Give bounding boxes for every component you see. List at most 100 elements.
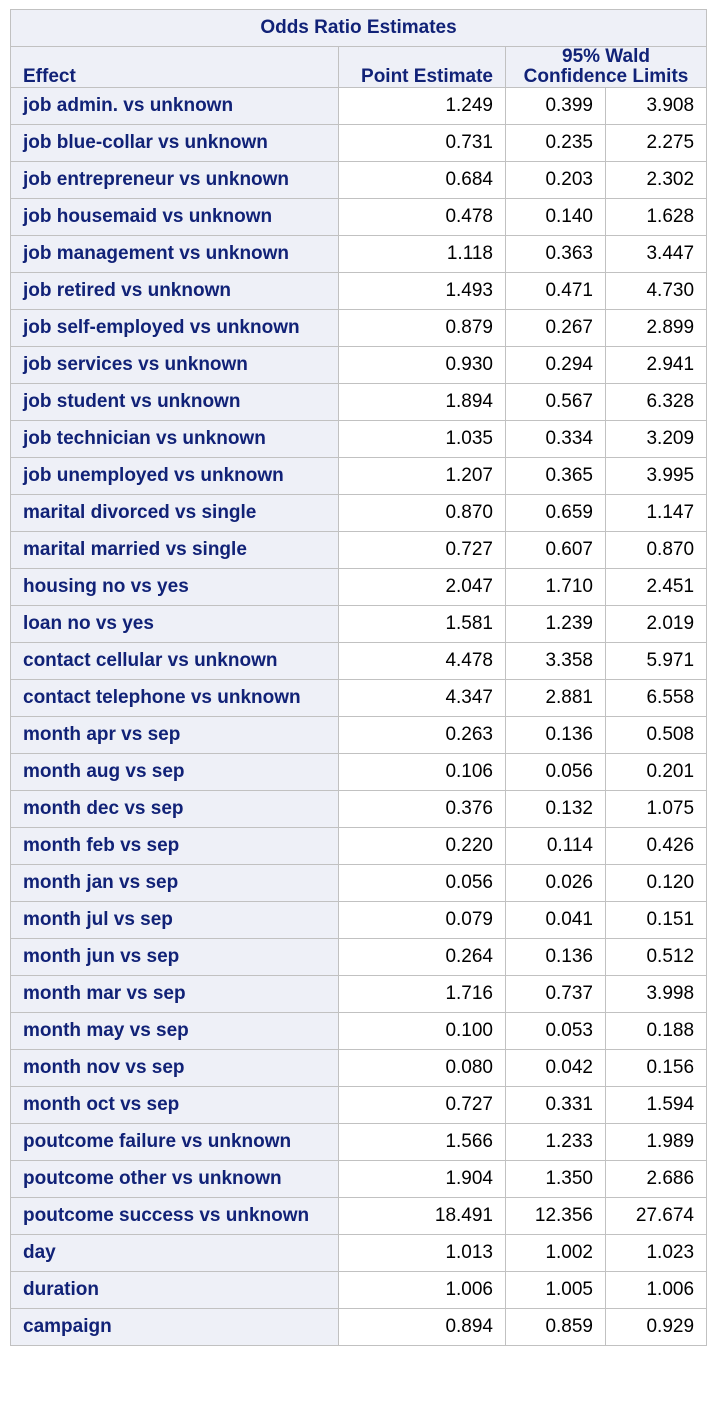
point-estimate-cell: 1.249 [338,87,506,125]
upper-limit-cell: 2.899 [604,309,708,347]
point-estimate-cell: 0.264 [338,938,506,976]
point-estimate-cell: 18.491 [338,1197,506,1235]
effect-cell: job admin. vs unknown [10,87,339,125]
upper-limit-cell: 1.147 [604,494,708,532]
lower-limit-cell: 0.859 [505,1308,606,1346]
table-row: housing no vs yes 2.047 1.710 2.451 [10,568,708,606]
point-estimate-cell: 0.079 [338,901,506,939]
lower-limit-cell: 1.350 [505,1160,606,1198]
effect-cell: month aug vs sep [10,753,339,791]
point-estimate-cell: 0.870 [338,494,506,532]
confidence-limits-column-header: 95% Wald Confidence Limits [504,46,708,88]
point-estimate-column-header: Point Estimate [338,46,506,88]
effect-cell: month jan vs sep [10,864,339,902]
effect-cell: month nov vs sep [10,1049,339,1087]
lower-limit-cell: 0.399 [505,87,606,125]
table-row: month mar vs sep 1.716 0.737 3.998 [10,975,708,1013]
odds-ratio-table: Odds Ratio Estimates Effect Point Estima… [9,9,708,1346]
point-estimate-cell: 0.100 [338,1012,506,1050]
upper-limit-cell: 3.447 [604,235,708,273]
upper-limit-cell: 27.674 [604,1197,708,1235]
upper-limit-cell: 1.989 [604,1123,708,1161]
effect-cell: contact telephone vs unknown [10,679,339,717]
lower-limit-cell: 12.356 [505,1197,606,1235]
upper-limit-cell: 0.929 [604,1308,708,1346]
lower-limit-cell: 0.235 [505,124,606,162]
lower-limit-cell: 0.056 [505,753,606,791]
lower-limit-cell: 0.026 [505,864,606,902]
point-estimate-cell: 1.581 [338,605,506,643]
table-row: job technician vs unknown 1.035 0.334 3.209 [10,420,708,458]
table-row: job self-employed vs unknown 0.879 0.267 2.… [10,309,708,347]
effect-cell: loan no vs yes [10,605,339,643]
effect-cell: month feb vs sep [10,827,339,865]
point-estimate-cell: 1.035 [338,420,506,458]
table-row: month aug vs sep 0.106 0.056 0.201 [10,753,708,791]
lower-limit-cell: 0.567 [505,383,606,421]
lower-limit-cell: 0.363 [505,235,606,273]
upper-limit-cell: 0.512 [604,938,708,976]
effect-cell: day [10,1234,339,1272]
effect-cell: month mar vs sep [10,975,339,1013]
lower-limit-cell: 0.053 [505,1012,606,1050]
effect-cell: job entrepreneur vs unknown [10,161,339,199]
point-estimate-cell: 0.731 [338,124,506,162]
upper-limit-cell: 2.686 [604,1160,708,1198]
upper-limit-cell: 0.508 [604,716,708,754]
point-estimate-cell: 1.006 [338,1271,506,1309]
point-estimate-cell: 0.894 [338,1308,506,1346]
table-row: marital divorced vs single 0.870 0.659 1.14… [10,494,708,532]
table-row: job student vs unknown 1.894 0.567 6.328 [10,383,708,421]
table-row: duration 1.006 1.005 1.006 [10,1271,708,1309]
table-row: month feb vs sep 0.220 0.114 0.426 [10,827,708,865]
point-estimate-cell: 2.047 [338,568,506,606]
table-row: job housemaid vs unknown 0.478 0.140 1.628 [10,198,708,236]
table-row: job retired vs unknown 1.493 0.471 4.730 [10,272,708,310]
upper-limit-cell: 1.628 [604,198,708,236]
lower-limit-cell: 0.471 [505,272,606,310]
upper-limit-cell: 5.971 [604,642,708,680]
point-estimate-cell: 1.493 [338,272,506,310]
table-row: contact cellular vs unknown 4.478 3.358 5.9… [10,642,708,680]
point-estimate-cell: 0.879 [338,309,506,347]
lower-limit-cell: 0.659 [505,494,606,532]
effect-cell: poutcome other vs unknown [10,1160,339,1198]
effect-cell: poutcome success vs unknown [10,1197,339,1235]
point-estimate-cell: 0.930 [338,346,506,384]
lower-limit-cell: 3.358 [505,642,606,680]
upper-limit-cell: 6.328 [604,383,708,421]
table-row: job services vs unknown 0.930 0.294 2.941 [10,346,708,384]
table-row: month jul vs sep 0.079 0.041 0.151 [10,901,708,939]
effect-cell: job self-employed vs unknown [10,309,339,347]
point-estimate-cell: 0.376 [338,790,506,828]
effect-cell: job student vs unknown [10,383,339,421]
effect-cell: month jul vs sep [10,901,339,939]
upper-limit-cell: 3.998 [604,975,708,1013]
effect-cell: month dec vs sep [10,790,339,828]
table-row: month oct vs sep 0.727 0.331 1.594 [10,1086,708,1124]
lower-limit-cell: 0.140 [505,198,606,236]
effect-cell: marital divorced vs single [10,494,339,532]
table-body: job admin. vs unknown 1.249 0.399 3.908 job … [10,87,708,1346]
table-row: job entrepreneur vs unknown 0.684 0.203 2.3… [10,161,708,199]
point-estimate-cell: 1.566 [338,1123,506,1161]
upper-limit-cell: 3.209 [604,420,708,458]
upper-limit-cell: 3.908 [604,87,708,125]
point-estimate-cell: 1.013 [338,1234,506,1272]
upper-limit-cell: 1.023 [604,1234,708,1272]
lower-limit-cell: 0.136 [505,716,606,754]
effect-cell: job blue-collar vs unknown [10,124,339,162]
effect-cell: campaign [10,1308,339,1346]
effect-cell: housing no vs yes [10,568,339,606]
point-estimate-cell: 1.904 [338,1160,506,1198]
point-estimate-cell: 0.478 [338,198,506,236]
table-row: marital married vs single 0.727 0.607 0.870 [10,531,708,569]
upper-limit-cell: 2.302 [604,161,708,199]
upper-limit-cell: 3.995 [604,457,708,495]
lower-limit-cell: 1.710 [505,568,606,606]
lower-limit-cell: 0.737 [505,975,606,1013]
upper-limit-cell: 0.870 [604,531,708,569]
effect-cell: job technician vs unknown [10,420,339,458]
upper-limit-cell: 2.019 [604,605,708,643]
lower-limit-cell: 0.365 [505,457,606,495]
